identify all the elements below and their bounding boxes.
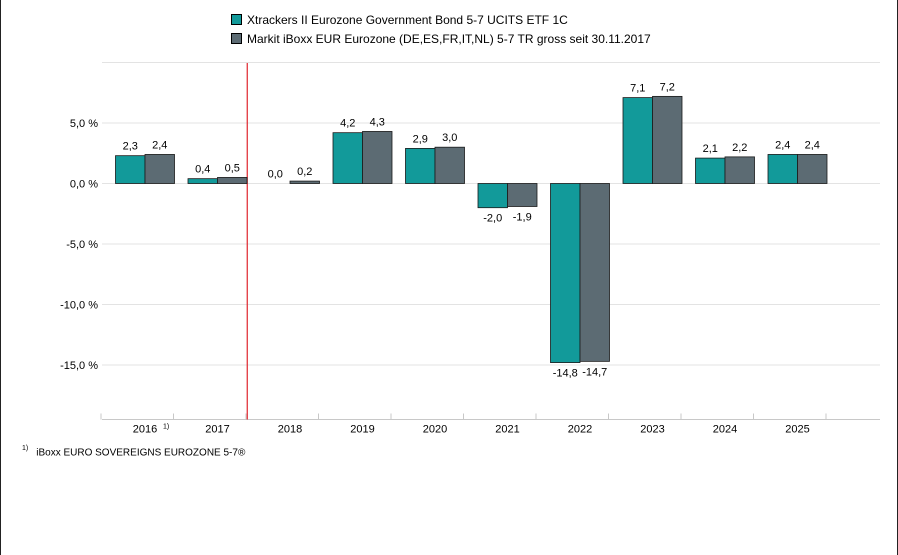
data-label-index: 4,3: [370, 116, 385, 128]
data-label-fund: -2,0: [483, 213, 502, 225]
x-tick-label: 2022: [568, 423, 592, 435]
chart-legend: Xtrackers II Eurozone Government Bond 5-…: [231, 10, 651, 48]
data-label-fund: 4,2: [340, 118, 355, 130]
bar-fund: [187, 178, 218, 184]
legend-swatch-index: [231, 33, 242, 44]
x-tick-label: 2021: [495, 423, 519, 435]
bar-index: [434, 146, 465, 184]
data-label-fund: 2,3: [123, 141, 138, 153]
data-label-index: -14,7: [582, 366, 607, 378]
legend-item-fund: Xtrackers II Eurozone Government Bond 5-…: [231, 10, 651, 29]
bar-index: [217, 177, 248, 184]
bar-index: [579, 183, 610, 362]
x-tick-label: 2018: [278, 423, 302, 435]
x-tick-footnote-mark: 1): [163, 423, 169, 430]
bar-index: [724, 156, 755, 184]
data-label-fund: 7,1: [630, 83, 645, 95]
footnote-text: iBoxx EURO SOVEREIGNS EUROZONE 5-7®: [36, 447, 246, 459]
legend-swatch-fund: [231, 14, 242, 25]
data-label-fund: 0,0: [268, 169, 283, 181]
bar-chart: 5,0 % 0,0 % -5,0 % -10,0 % -15,0 % 2,3 2,4 2016…: [60, 62, 880, 435]
footnote-mark: 1): [22, 445, 29, 452]
y-tick-label: -5,0 %: [66, 239, 98, 251]
data-label-index: 7,2: [660, 81, 675, 93]
bar-fund: [550, 183, 581, 363]
x-tick-label: 2025: [785, 423, 809, 435]
data-label-fund: 2,9: [413, 133, 428, 145]
data-label-index: 2,4: [805, 139, 820, 151]
legend-label-fund: Xtrackers II Eurozone Government Bond 5-…: [247, 12, 568, 27]
data-label-fund: -14,8: [553, 368, 578, 380]
legend-label-index: Markit iBoxx EUR Eurozone (DE,ES,FR,IT,N…: [247, 31, 651, 46]
bar-index: [289, 180, 320, 184]
data-label-fund: 0,4: [195, 164, 210, 176]
y-tick-label: -15,0 %: [60, 360, 98, 372]
footnote: 1) iBoxx EURO SOVEREIGNS EUROZONE 5-7®: [22, 445, 246, 459]
y-tick-label: -10,0 %: [60, 300, 98, 312]
bar-index: [362, 131, 393, 184]
bar-fund: [622, 97, 653, 184]
bar-fund: [332, 132, 363, 184]
bar-index: [797, 154, 828, 184]
data-label-fund: 2,4: [775, 139, 790, 151]
bar-fund: [477, 183, 508, 209]
bar-index: [652, 95, 683, 184]
data-label-index: 2,2: [732, 142, 747, 154]
x-tick-label: 2019: [350, 423, 374, 435]
data-label-fund: 2,1: [703, 143, 718, 155]
bar-fund: [767, 154, 798, 184]
x-tick-label: 2017: [205, 423, 229, 435]
x-tick-label: 2016: [133, 423, 157, 435]
x-tick-label: 2020: [423, 423, 447, 435]
bar-index: [144, 154, 175, 184]
bar-index: [507, 183, 538, 207]
data-label-index: 0,2: [297, 166, 312, 178]
data-label-index: 3,0: [442, 132, 457, 144]
bar-fund: [405, 148, 436, 184]
y-tick-label: 0,0 %: [70, 179, 98, 191]
y-tick-label: 5,0 %: [70, 118, 98, 130]
x-tick-label: 2024: [713, 423, 737, 435]
data-label-index: 0,5: [225, 162, 240, 174]
bar-fund: [115, 155, 146, 184]
bar-fund: [695, 157, 726, 184]
x-tick-label: 2023: [640, 423, 664, 435]
data-label-index: 2,4: [152, 139, 167, 151]
data-label-index: -1,9: [513, 211, 532, 223]
legend-item-index: Markit iBoxx EUR Eurozone (DE,ES,FR,IT,N…: [231, 29, 651, 48]
